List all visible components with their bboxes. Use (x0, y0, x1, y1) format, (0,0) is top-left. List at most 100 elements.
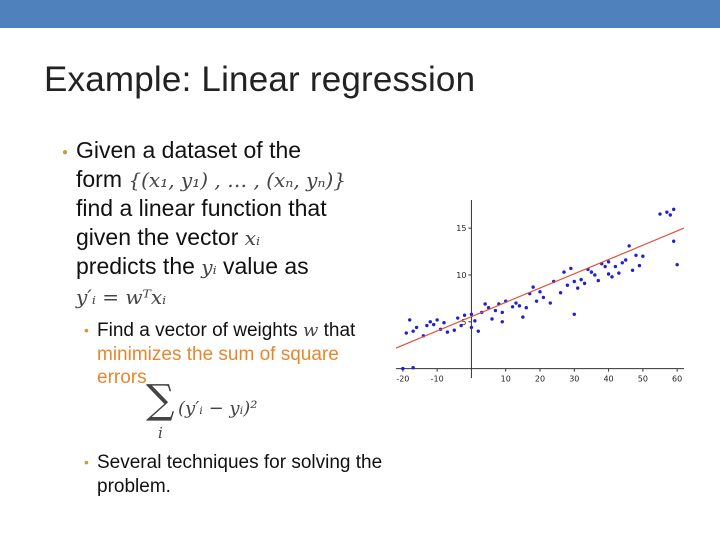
data-point (510, 305, 515, 309)
data-point (521, 315, 525, 319)
data-point (576, 286, 580, 290)
scatter-chart: -20 -10 10 20 30 40 50 60 5 10 15 (395, 200, 685, 384)
x-tick-label: -10 (431, 375, 444, 384)
data-point (624, 258, 628, 262)
sigma-symbol: ∑ (146, 377, 175, 423)
data-point (572, 312, 576, 316)
data-point (452, 328, 456, 332)
data-point (538, 290, 542, 294)
data-point (634, 253, 638, 257)
data-point (476, 329, 480, 333)
target-variable: yᵢ (201, 255, 217, 279)
data-point (610, 275, 614, 279)
data-point (627, 244, 631, 248)
sub-bullet-techniques: • Several techniques for solving the pro… (60, 451, 387, 498)
vector-variable: xᵢ (244, 225, 261, 250)
data-point (442, 321, 446, 325)
data-point (606, 260, 611, 264)
data-point (514, 301, 518, 305)
data-point (582, 281, 587, 286)
data-point (411, 329, 415, 333)
data-point (617, 271, 621, 275)
data-point (456, 316, 460, 320)
data-point (490, 317, 494, 321)
data-point (606, 272, 611, 276)
x-tick-label: 10 (501, 375, 511, 384)
x-tick-label: 50 (638, 375, 648, 384)
data-point (675, 262, 679, 267)
data-point (641, 254, 645, 258)
data-point (579, 277, 583, 282)
bullet-dot-icon: ● (62, 147, 69, 158)
data-point (473, 319, 477, 323)
data-point (572, 279, 576, 284)
data-point (562, 270, 566, 274)
data-point (613, 264, 618, 269)
regression-line (395, 227, 685, 349)
bullet-line: Given a dataset of the (76, 137, 302, 163)
data-point (432, 322, 436, 327)
bullet-line: find a linear function that (76, 195, 327, 221)
data-point (637, 263, 642, 268)
data-point (531, 285, 535, 289)
data-point (404, 331, 408, 335)
data-point (469, 325, 474, 330)
sub-bullet-weights: • Find a vector of weights w that minimi… (60, 319, 390, 390)
data-point (603, 264, 607, 269)
data-point (483, 302, 487, 306)
data-point (459, 323, 463, 328)
data-point (541, 295, 546, 300)
bullet-line: given the vector xᵢ (76, 223, 390, 253)
data-point (589, 270, 594, 274)
data-point (668, 213, 672, 217)
data-point (500, 320, 504, 324)
data-point (428, 320, 432, 324)
data-point (565, 283, 570, 287)
data-point (630, 268, 635, 272)
form-word: form (76, 165, 122, 192)
data-point (658, 212, 662, 216)
data-point (569, 266, 573, 271)
sub-bullet-dot-icon: • (84, 322, 89, 338)
bullet-item-dataset: ● Given a dataset of the form {(x₁, y₁) … (60, 136, 390, 311)
data-point (401, 366, 405, 371)
y-tick-label: 15 (456, 224, 466, 233)
data-point (408, 318, 412, 322)
sub-bullet-dot-icon: • (84, 454, 89, 470)
prediction-equation: y′ᵢ = wᵀxᵢ (76, 284, 167, 309)
chart-axes (396, 200, 684, 378)
bullet-text: predicts the (76, 253, 195, 279)
sub-bullet-text: Find a vector of weights (97, 320, 298, 341)
data-point (558, 291, 563, 295)
x-tick-label: 30 (569, 375, 579, 384)
chart-ticks: -20 -10 10 20 30 40 50 60 5 10 15 (396, 224, 682, 384)
data-point (534, 299, 539, 303)
data-point (469, 312, 474, 316)
bullet-line: y′ᵢ = wᵀxᵢ (76, 282, 390, 312)
bullet-list: ● Given a dataset of the form {(x₁, y₁) … (60, 136, 390, 390)
x-tick-label: -20 (396, 375, 409, 384)
bullet-text: given the vector (76, 223, 239, 250)
data-point (435, 318, 439, 322)
data-point (596, 278, 600, 283)
x-tick-label: 20 (535, 375, 545, 384)
data-point (414, 325, 419, 330)
highlighted-text: minimizes the sum of square errors (97, 343, 339, 389)
chart-points (401, 207, 679, 371)
data-point (620, 261, 624, 265)
dataset-set-notation: {(x₁, y₁) , … , (xₙ, yₙ)} (128, 167, 347, 192)
slide-title: Example: Linear regression (44, 60, 476, 99)
sub-bullet-text: Several techniques for solving the probl… (97, 452, 383, 497)
y-tick-label: 5 (461, 318, 466, 327)
data-point (548, 301, 552, 305)
chart-fit (395, 227, 685, 349)
bullet-line: predicts the yᵢ value as (76, 252, 390, 282)
bullet-line: form {(x₁, y₁) , … , (xₙ, yₙ)} (76, 165, 390, 195)
data-point (493, 308, 498, 313)
bullet-text: value as (223, 253, 309, 279)
weights-variable: w (302, 320, 319, 341)
sum-of-squares-formula: ∑ i (y′ᵢ − yᵢ)² (146, 378, 296, 448)
data-point (524, 306, 528, 310)
data-point (500, 310, 504, 315)
sub-bullet-text: that (323, 320, 356, 341)
